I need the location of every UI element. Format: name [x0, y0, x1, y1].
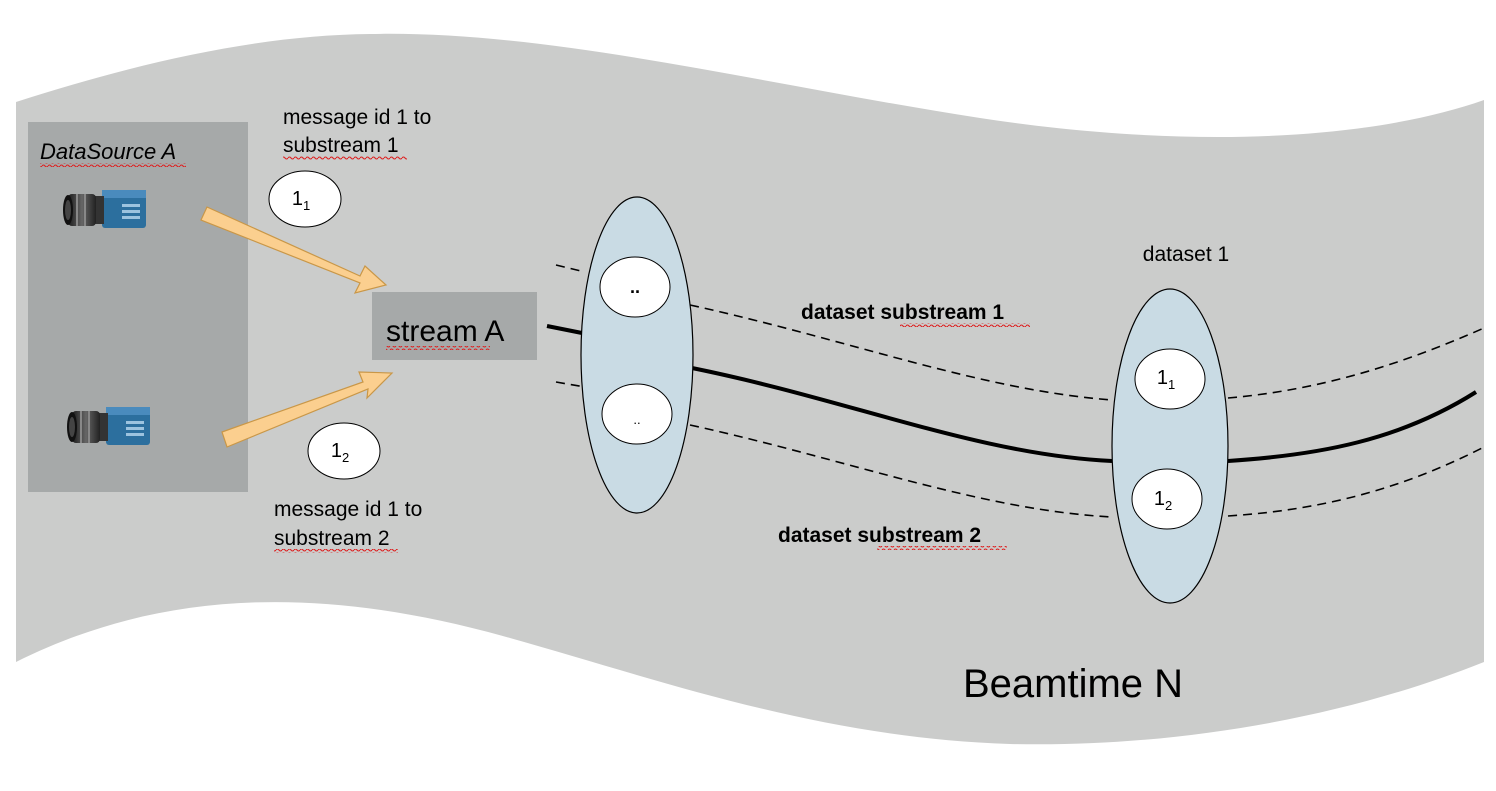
pending-top-label: ..: [630, 277, 640, 297]
pending-group: .. ..: [580, 196, 694, 514]
main-stream-line: [1227, 390, 1478, 463]
dataset-group: 11 12: [1111, 288, 1229, 604]
substream-lines: [546, 264, 1485, 518]
message-sub: 1: [303, 198, 310, 213]
dataset-message-2: [1131, 468, 1203, 530]
message-id: 1: [331, 440, 342, 462]
pending-message-bottom: [601, 383, 673, 445]
message-sub: 2: [1165, 498, 1172, 513]
top-message-spell-underline: [283, 156, 407, 160]
svg-text:11: 11: [292, 188, 310, 213]
svg-text:11: 11: [1157, 367, 1175, 392]
stream-spell-underline: [386, 346, 490, 350]
message-id: 1: [1154, 488, 1165, 510]
substream-2-spell-underline: [877, 546, 1007, 550]
top-message-line2: substream 1: [283, 134, 399, 157]
svg-text:12: 12: [1154, 488, 1172, 513]
message-bubble-bottom: 12: [307, 422, 381, 480]
stream-label: stream A: [386, 315, 504, 348]
beamtime-label: Beamtime N: [963, 662, 1183, 706]
substream-1-word: substream: [880, 301, 986, 324]
datasource-label: DataSource A: [40, 139, 176, 164]
svg-text:12: 12: [331, 440, 349, 465]
substream-1-spell-underline: [900, 323, 1030, 327]
substream-1-prefix: dataset: [801, 301, 880, 324]
stream-label-word: stream: [386, 315, 478, 348]
bottom-message-line1: message id 1 to: [274, 498, 422, 521]
substream-2-prefix: dataset: [778, 524, 857, 547]
substream-2-label: dataset substream 2: [778, 524, 981, 547]
substream-2-stub: [555, 381, 586, 388]
substream-1-suffix: 1: [987, 301, 1005, 324]
message-id: 1: [1157, 367, 1168, 389]
substream-1-label: dataset substream 1: [801, 301, 1004, 324]
dataset-title: dataset 1: [1143, 243, 1229, 266]
pending-message-top: [599, 256, 671, 318]
datasource-spell-underline: [40, 163, 186, 167]
main-stream-line: [691, 366, 1113, 463]
arrow-icon: [200, 206, 388, 294]
top-message-line1: message id 1 to: [283, 106, 431, 129]
message-id: 1: [292, 188, 303, 210]
substream-2-line: [1227, 446, 1485, 517]
substream-2-line: [689, 424, 1113, 518]
camera-icon: [63, 190, 146, 228]
message-sub: 2: [342, 450, 349, 465]
camera-icon: [67, 407, 150, 445]
arrow-icon: [221, 371, 394, 448]
beamtime-band: [16, 33, 1484, 745]
substream-2-word: substream: [857, 524, 963, 547]
substream-1-stub: [555, 264, 586, 273]
bottom-message-line2: substream 2: [274, 527, 390, 550]
substream-2-suffix: 2: [964, 524, 982, 547]
stream-label-letter: A: [484, 315, 504, 348]
dataset-message-1: [1134, 348, 1206, 410]
substream-1-line: [689, 304, 1113, 401]
message-sub: 1: [1168, 377, 1175, 392]
pending-bottom-label: ..: [633, 412, 640, 427]
bottom-message-spell-underline: [274, 549, 398, 553]
main-stream-line: [546, 324, 583, 335]
message-bubble-top: 11: [268, 170, 342, 228]
substream-1-line: [1227, 327, 1485, 399]
